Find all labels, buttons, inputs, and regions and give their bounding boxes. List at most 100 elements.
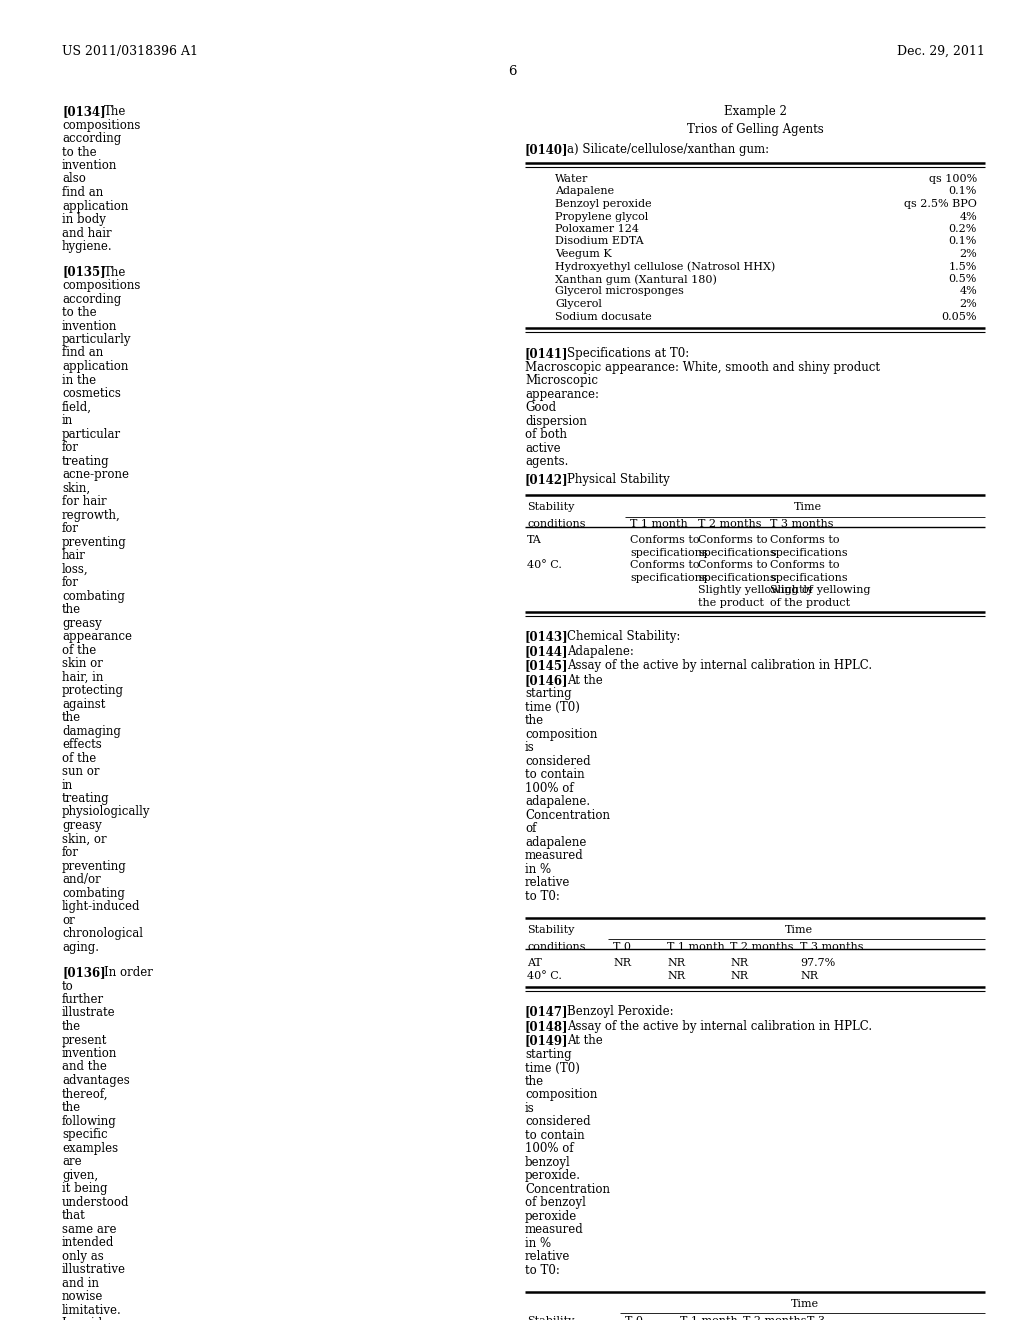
Text: examples: examples	[62, 1142, 118, 1155]
Text: specific: specific	[62, 1129, 108, 1140]
Text: compositions: compositions	[62, 119, 140, 132]
Text: Conforms to: Conforms to	[630, 561, 699, 570]
Text: Glycerol microsponges: Glycerol microsponges	[555, 286, 684, 297]
Text: T 3: T 3	[807, 1316, 825, 1320]
Text: 40° C.: 40° C.	[527, 561, 562, 570]
Text: specifications: specifications	[630, 573, 708, 583]
Text: [0142]: [0142]	[525, 474, 568, 487]
Text: that: that	[62, 1209, 86, 1222]
Text: Disodium EDTA: Disodium EDTA	[555, 236, 644, 247]
Text: [0146]: [0146]	[525, 675, 568, 686]
Text: T 3 months: T 3 months	[800, 942, 863, 953]
Text: of benzoyl: of benzoyl	[525, 1196, 586, 1209]
Text: Time: Time	[794, 503, 821, 512]
Text: and the: and the	[62, 1060, 106, 1073]
Text: for: for	[62, 846, 79, 859]
Text: Glycerol: Glycerol	[555, 300, 602, 309]
Text: T 0: T 0	[625, 1316, 643, 1320]
Text: particularly: particularly	[62, 333, 131, 346]
Text: hair: hair	[62, 549, 86, 562]
Text: peroxide: peroxide	[525, 1210, 578, 1224]
Text: Chemical Stability:: Chemical Stability:	[567, 631, 680, 643]
Text: Water: Water	[555, 174, 589, 183]
Text: application: application	[62, 360, 128, 374]
Text: Slightly yellowing: Slightly yellowing	[770, 586, 870, 595]
Text: NR: NR	[613, 958, 631, 969]
Text: to the: to the	[62, 306, 96, 319]
Text: peroxide.: peroxide.	[525, 1170, 581, 1183]
Text: NR: NR	[800, 972, 818, 981]
Text: adapalene: adapalene	[525, 836, 587, 849]
Text: specifications: specifications	[698, 548, 775, 558]
Text: specifications: specifications	[630, 548, 708, 558]
Text: the: the	[62, 1020, 81, 1034]
Text: Time: Time	[791, 1299, 819, 1309]
Text: The: The	[104, 106, 126, 117]
Text: against: against	[62, 697, 105, 710]
Text: is: is	[525, 1102, 535, 1115]
Text: of both: of both	[525, 428, 567, 441]
Text: limitative.: limitative.	[62, 1304, 122, 1316]
Text: 0.1%: 0.1%	[948, 236, 977, 247]
Text: damaging: damaging	[62, 725, 121, 738]
Text: Assay of the active by internal calibration in HPLC.: Assay of the active by internal calibrat…	[567, 1020, 872, 1034]
Text: to the: to the	[62, 145, 96, 158]
Text: time (T0): time (T0)	[525, 701, 580, 714]
Text: considered: considered	[525, 1115, 591, 1129]
Text: conditions: conditions	[527, 520, 586, 529]
Text: [0140]: [0140]	[525, 143, 568, 156]
Text: and hair: and hair	[62, 227, 112, 239]
Text: appearance: appearance	[62, 630, 132, 643]
Text: Xanthan gum (Xantural 180): Xanthan gum (Xantural 180)	[555, 275, 717, 285]
Text: [0143]: [0143]	[525, 631, 568, 643]
Text: [0141]: [0141]	[525, 347, 568, 360]
Text: relative: relative	[525, 876, 570, 890]
Text: US 2011/0318396 A1: US 2011/0318396 A1	[62, 45, 198, 58]
Text: and in: and in	[62, 1276, 99, 1290]
Text: 0.2%: 0.2%	[948, 224, 977, 234]
Text: appearance:: appearance:	[525, 388, 599, 400]
Text: Benzoyl Peroxide:: Benzoyl Peroxide:	[567, 1006, 674, 1019]
Text: benzoyl: benzoyl	[525, 1156, 570, 1170]
Text: At the: At the	[567, 1035, 603, 1048]
Text: greasy: greasy	[62, 818, 101, 832]
Text: intended: intended	[62, 1236, 115, 1249]
Text: Specifications at T0:: Specifications at T0:	[567, 347, 689, 360]
Text: light-induced: light-induced	[62, 900, 140, 913]
Text: Macroscopic appearance: White, smooth and shiny product: Macroscopic appearance: White, smooth an…	[525, 360, 880, 374]
Text: Trios of Gelling Agents: Trios of Gelling Agents	[687, 123, 823, 136]
Text: 97.7%: 97.7%	[800, 958, 836, 969]
Text: invention: invention	[62, 1047, 118, 1060]
Text: relative: relative	[525, 1250, 570, 1263]
Text: T 1 month: T 1 month	[667, 942, 725, 953]
Text: [0136]: [0136]	[62, 966, 105, 979]
Text: specifications: specifications	[770, 548, 848, 558]
Text: hygiene.: hygiene.	[62, 240, 113, 253]
Text: specifications: specifications	[698, 573, 775, 583]
Text: in %: in %	[525, 1237, 551, 1250]
Text: invention: invention	[62, 319, 118, 333]
Text: is: is	[525, 742, 535, 755]
Text: according: according	[62, 132, 121, 145]
Text: hair, in: hair, in	[62, 671, 103, 684]
Text: [0144]: [0144]	[525, 645, 568, 657]
Text: considered: considered	[525, 755, 591, 768]
Text: NR: NR	[730, 972, 748, 981]
Text: skin, or: skin, or	[62, 833, 106, 846]
Text: present: present	[62, 1034, 108, 1047]
Text: illustrate: illustrate	[62, 1006, 116, 1019]
Text: to contain: to contain	[525, 1129, 585, 1142]
Text: Propylene glycol: Propylene glycol	[555, 211, 648, 222]
Text: physiologically: physiologically	[62, 805, 151, 818]
Text: treating: treating	[62, 454, 110, 467]
Text: time (T0): time (T0)	[525, 1061, 580, 1074]
Text: to: to	[62, 979, 74, 993]
Text: following: following	[62, 1114, 117, 1127]
Text: qs 100%: qs 100%	[929, 174, 977, 183]
Text: composition: composition	[525, 729, 597, 741]
Text: of the: of the	[62, 644, 96, 656]
Text: effects: effects	[62, 738, 101, 751]
Text: in: in	[62, 414, 74, 426]
Text: starting: starting	[525, 1048, 571, 1061]
Text: AT: AT	[527, 958, 542, 969]
